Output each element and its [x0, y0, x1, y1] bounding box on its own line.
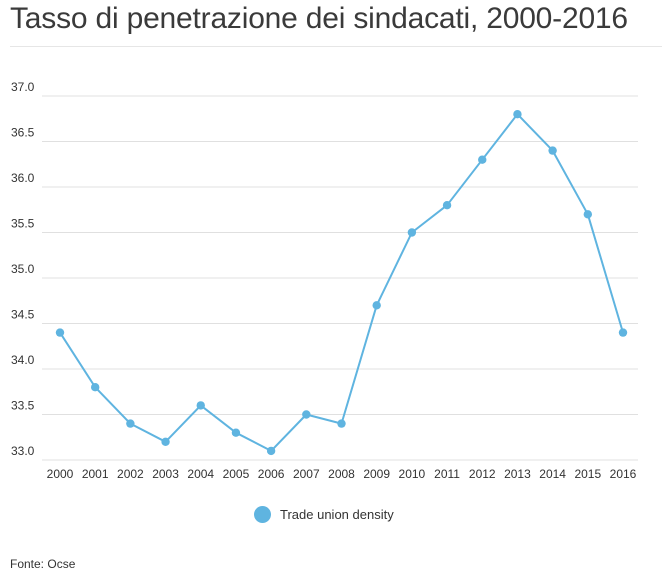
- data-point[interactable]: [161, 437, 170, 446]
- data-point[interactable]: [478, 155, 487, 164]
- x-tick-label: 2008: [328, 467, 355, 481]
- chart-title: Tasso di penetrazione dei sindacati, 200…: [10, 2, 628, 35]
- y-tick-label: 36.0: [11, 171, 35, 185]
- legend[interactable]: Trade union density: [254, 504, 394, 524]
- x-tick-label: 2001: [82, 467, 109, 481]
- x-tick-label: 2012: [469, 467, 496, 481]
- data-point[interactable]: [266, 446, 276, 456]
- title-divider: [10, 46, 662, 47]
- line-chart: 33.0 33.5 34.0 34.5 35.0 35.5 36.0 36.5 37.0 200…: [11, 80, 638, 481]
- data-point[interactable]: [90, 383, 100, 392]
- x-tick-label: 2000: [47, 467, 74, 481]
- y-tick-label: 33.5: [11, 399, 35, 413]
- data-point[interactable]: [513, 110, 522, 119]
- series-layer: [55, 110, 628, 456]
- data-point[interactable]: [548, 146, 557, 155]
- y-tick-label: 36.5: [11, 126, 35, 140]
- x-tick-label: 2009: [363, 467, 390, 481]
- x-tick-label: 2007: [293, 467, 320, 481]
- y-tick-label: 34.0: [11, 353, 35, 367]
- x-tick-label: 2005: [223, 467, 250, 481]
- data-point[interactable]: [196, 401, 205, 410]
- series-line: [59, 113, 624, 452]
- x-tick-label: 2015: [574, 467, 601, 481]
- y-tick-label: 34.5: [11, 308, 35, 322]
- data-point[interactable]: [231, 428, 241, 437]
- source-note: Fonte: Ocse: [10, 557, 76, 571]
- y-axis-ticks: 33.0 33.5 34.0 34.5 35.0 35.5 36.0 36.5 37.0: [11, 80, 35, 458]
- y-tick-label: 35.0: [11, 262, 35, 276]
- y-tick-label: 37.0: [11, 80, 35, 94]
- data-point[interactable]: [372, 301, 381, 310]
- gridlines: [42, 95, 638, 461]
- legend-label: Trade union density: [280, 506, 394, 522]
- x-tick-label: 2016: [610, 467, 637, 481]
- x-tick-label: 2011: [434, 467, 460, 481]
- data-point[interactable]: [126, 419, 135, 428]
- x-tick-label: 2003: [152, 467, 179, 481]
- x-tick-label: 2004: [187, 467, 214, 481]
- y-tick-label: 33.0: [11, 444, 35, 458]
- x-tick-label: 2013: [504, 467, 531, 481]
- x-tick-label: 2010: [399, 467, 426, 481]
- data-point[interactable]: [55, 328, 65, 337]
- x-axis-ticks: 2000 2001 2002 2003 2004 2005 2006 2007 2008 2009…: [47, 467, 637, 481]
- x-tick-label: 2002: [117, 467, 144, 481]
- data-point[interactable]: [442, 201, 452, 210]
- data-point[interactable]: [618, 328, 628, 337]
- legend-marker-icon: [254, 505, 271, 523]
- y-tick-label: 35.5: [11, 217, 35, 231]
- data-point[interactable]: [337, 419, 346, 428]
- x-tick-label: 2006: [258, 467, 285, 481]
- data-point[interactable]: [302, 410, 311, 419]
- data-point[interactable]: [583, 210, 593, 219]
- x-tick-label: 2014: [539, 467, 566, 481]
- data-point[interactable]: [407, 228, 417, 237]
